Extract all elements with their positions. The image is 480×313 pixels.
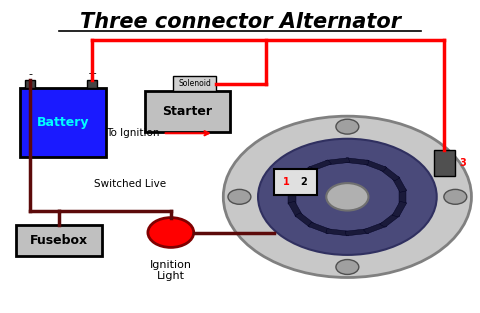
Text: 2: 2	[300, 177, 307, 187]
Bar	[25, 80, 35, 88]
Text: Solenoid: Solenoid	[178, 79, 211, 88]
Circle shape	[336, 119, 359, 134]
FancyBboxPatch shape	[380, 213, 400, 227]
Circle shape	[444, 189, 467, 204]
FancyBboxPatch shape	[363, 160, 387, 172]
Bar	[433, 150, 455, 176]
Text: Ignition
Light: Ignition Light	[150, 260, 192, 281]
Text: Fusebox: Fusebox	[30, 234, 88, 247]
Circle shape	[228, 189, 251, 204]
FancyBboxPatch shape	[16, 225, 102, 256]
Text: Switched Live: Switched Live	[95, 179, 167, 189]
Circle shape	[326, 183, 369, 211]
FancyBboxPatch shape	[308, 222, 331, 234]
Circle shape	[336, 259, 359, 275]
FancyBboxPatch shape	[288, 177, 302, 192]
Circle shape	[148, 218, 194, 247]
Circle shape	[258, 139, 437, 255]
FancyBboxPatch shape	[345, 158, 369, 165]
Text: -: -	[28, 69, 32, 79]
FancyBboxPatch shape	[345, 229, 369, 236]
FancyBboxPatch shape	[380, 167, 400, 181]
FancyBboxPatch shape	[144, 91, 230, 132]
FancyBboxPatch shape	[288, 201, 302, 217]
Text: +: +	[87, 69, 97, 79]
Text: 1: 1	[283, 177, 290, 187]
Text: Battery: Battery	[37, 116, 90, 129]
FancyBboxPatch shape	[21, 88, 107, 156]
Text: 3: 3	[459, 158, 466, 168]
FancyBboxPatch shape	[308, 160, 331, 172]
FancyBboxPatch shape	[392, 201, 407, 217]
Text: Starter: Starter	[163, 105, 213, 118]
FancyBboxPatch shape	[295, 213, 315, 227]
FancyBboxPatch shape	[399, 189, 407, 204]
Text: Three connector Alternator: Three connector Alternator	[80, 12, 400, 32]
Text: To Ignition: To Ignition	[107, 128, 209, 138]
FancyBboxPatch shape	[326, 158, 349, 165]
FancyBboxPatch shape	[288, 189, 296, 204]
Bar	[87, 80, 97, 88]
Circle shape	[223, 116, 471, 278]
FancyBboxPatch shape	[326, 229, 349, 236]
FancyBboxPatch shape	[392, 177, 407, 192]
Bar	[274, 169, 317, 195]
FancyBboxPatch shape	[363, 222, 387, 234]
FancyBboxPatch shape	[295, 167, 315, 181]
FancyBboxPatch shape	[173, 76, 216, 91]
